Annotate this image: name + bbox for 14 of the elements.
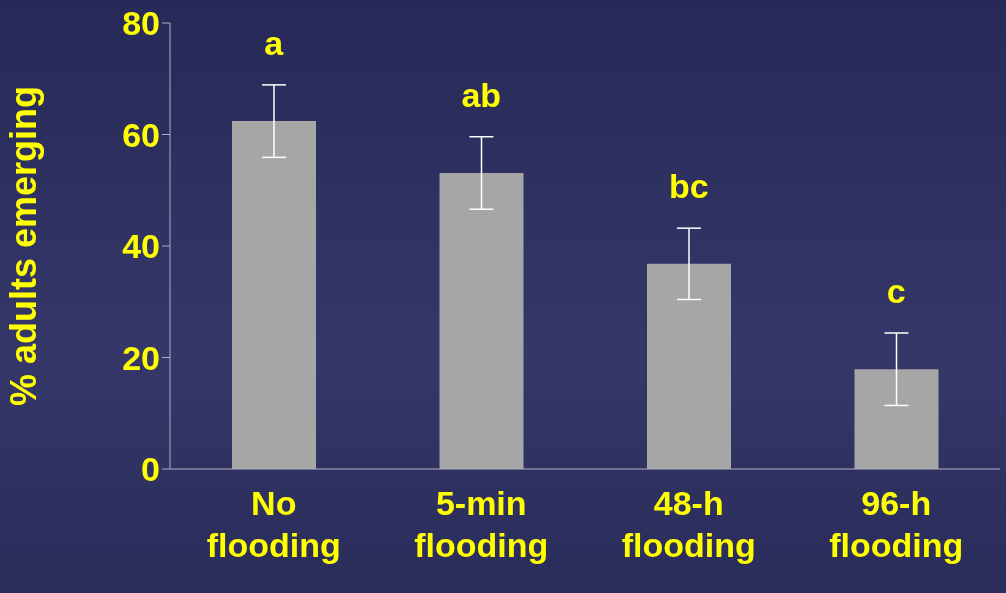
- annotation: ab: [461, 75, 502, 114]
- annotation: c: [886, 271, 906, 310]
- y-tick-label: 0: [141, 450, 160, 489]
- annotation: a: [264, 23, 285, 62]
- x-tick-label: 5-min flooding: [414, 484, 549, 564]
- y-tick-label: 60: [122, 115, 160, 154]
- x-tick-label: 48-h flooding: [621, 484, 756, 564]
- x-tick-label: No flooding: [206, 484, 341, 564]
- x-tick-label: 96-h flooding: [829, 484, 964, 564]
- y-tick-label: 80: [122, 4, 160, 43]
- y-tick-label: 20: [122, 338, 160, 377]
- y-axis-title: % adults emerging: [2, 85, 44, 407]
- annotation: bc: [668, 167, 709, 206]
- y-tick-label: 40: [122, 227, 160, 266]
